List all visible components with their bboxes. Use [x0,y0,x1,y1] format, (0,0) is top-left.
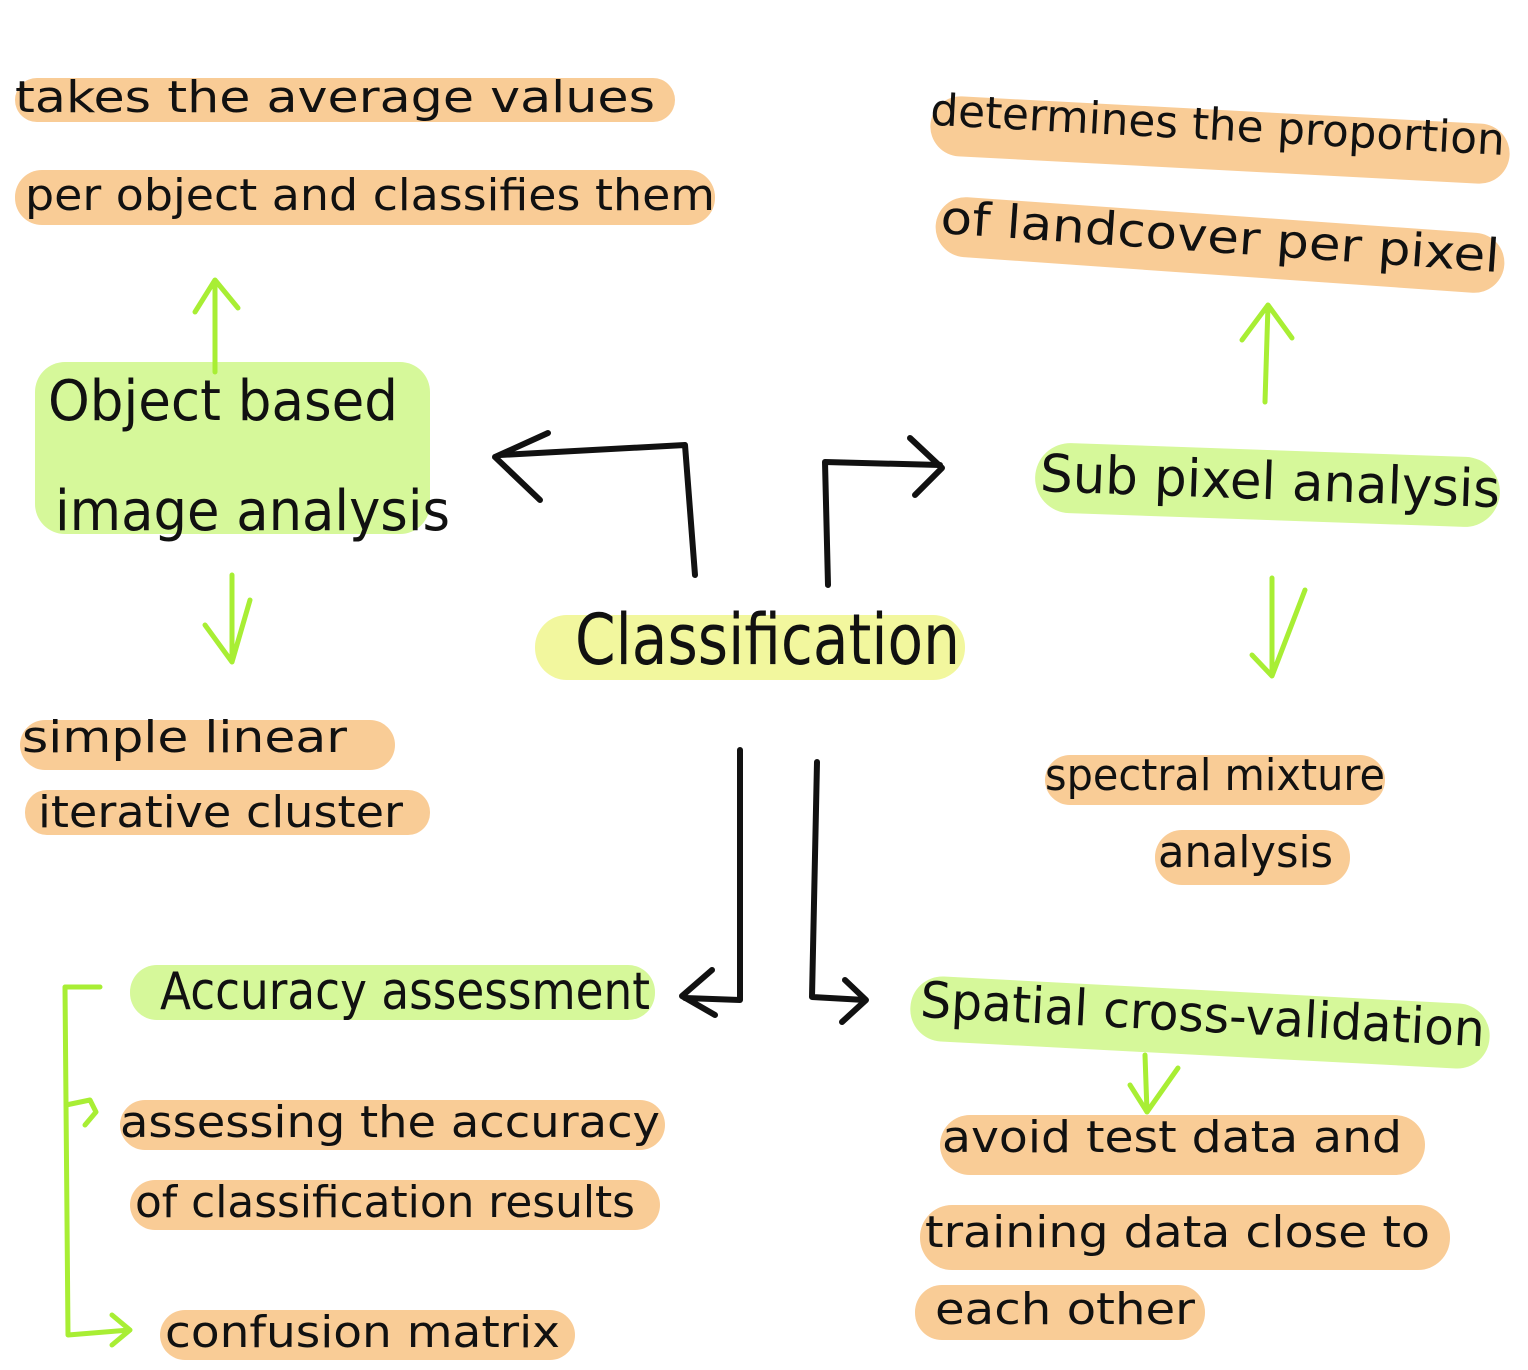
arrow [682,747,743,1003]
arrow [202,572,253,665]
highlight [930,96,1510,184]
note: of classification results [135,1177,635,1228]
highlight [130,965,655,1020]
highlight [1155,830,1350,885]
sub-arrows [62,277,1308,1348]
arrowhead [839,977,869,1025]
highlight [915,1285,1205,1340]
arrowhead [492,430,551,503]
highlight [130,1180,660,1230]
highlight [160,1310,575,1360]
bracket-arrow [63,1097,99,1128]
note: each other [935,1284,1196,1335]
highlight [920,1205,1450,1270]
note: analysis [1158,827,1333,878]
arrow [1249,575,1308,679]
arrow [822,459,943,588]
highlight [535,615,965,680]
arrow [497,442,698,578]
topic: Object based [48,369,398,434]
arrowhead [679,967,718,1018]
note: avoid test data and [942,1112,1402,1163]
highlight [1035,443,1500,527]
note: iterative cluster [38,787,404,838]
arrow [809,759,868,1003]
highlight [35,362,430,534]
bracket [62,984,133,1348]
note: simple linear [22,712,348,763]
center-topic: Classification [575,599,960,681]
arrow [1239,302,1295,405]
arrow [192,277,241,375]
highlight [910,976,1490,1069]
note: training data close to [925,1207,1430,1258]
note: per object and classifies them [25,170,715,221]
highlight [120,1100,665,1150]
highlight [15,170,715,225]
note: assessing the accuracy [120,1097,660,1148]
arrowhead [907,435,945,498]
highlight [1045,755,1385,805]
note: spectral mixture [1045,750,1385,801]
note: confusion matrix [165,1307,560,1358]
highlight [25,790,430,835]
highlight [15,78,675,122]
highlights [15,78,1510,1360]
topic: Accuracy assessment [160,962,650,1022]
highlight [935,197,1505,293]
topic: image analysis [55,479,450,544]
connectors [492,430,945,1025]
highlight [20,720,395,770]
highlight [940,1115,1425,1175]
arrow [1127,1052,1181,1115]
note: takes the average values [15,72,655,123]
